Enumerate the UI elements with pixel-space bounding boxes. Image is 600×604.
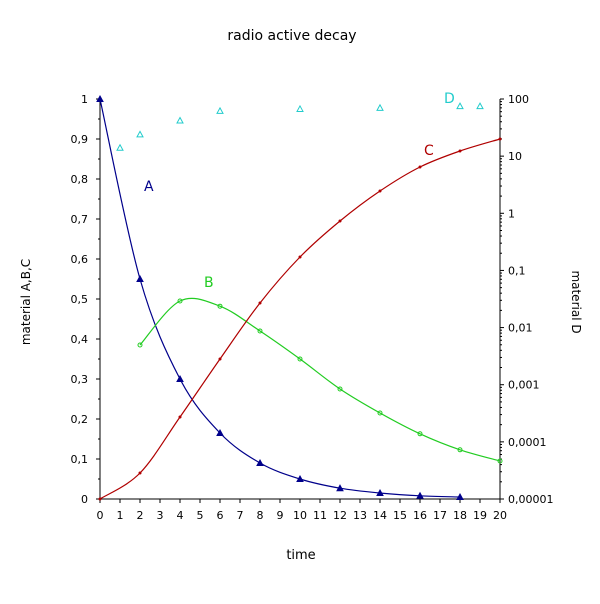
series-b-point bbox=[297, 356, 303, 362]
x-tick-label: 7 bbox=[237, 509, 244, 522]
series-d-point bbox=[176, 116, 184, 124]
series-a-point bbox=[176, 374, 184, 382]
y-right-tick-label: 0,00001 bbox=[508, 493, 554, 506]
x-tick-label: 19 bbox=[473, 509, 487, 522]
series-d-point bbox=[376, 103, 384, 111]
y-left-tick-label: 0,2 bbox=[71, 413, 89, 426]
series-b-point bbox=[177, 298, 183, 304]
series-a-point bbox=[256, 458, 264, 466]
series-a-label: A bbox=[144, 179, 154, 195]
x-tick-label: 4 bbox=[177, 509, 184, 522]
series-curves bbox=[99, 98, 501, 500]
series-b-point bbox=[217, 303, 223, 309]
y-right-tick-label: 0,001 bbox=[508, 379, 540, 392]
series-d-label: D bbox=[444, 91, 455, 107]
series-c-line bbox=[99, 138, 501, 500]
series-c-point bbox=[98, 497, 102, 501]
series-c-point bbox=[258, 301, 262, 305]
x-tick-label: 9 bbox=[277, 509, 284, 522]
x-tick-label: 1 bbox=[117, 509, 124, 522]
series-a-point bbox=[376, 488, 384, 496]
x-tick-label: 13 bbox=[353, 509, 367, 522]
series-c-point bbox=[218, 357, 222, 361]
series-c-label: C bbox=[424, 143, 434, 159]
x-tick-label: 10 bbox=[293, 509, 307, 522]
series-b-point bbox=[497, 458, 503, 464]
series-c-point bbox=[338, 219, 342, 223]
series-c-point bbox=[298, 255, 302, 259]
y-right-tick-label: 0,01 bbox=[508, 322, 533, 335]
y-left-tick-label: 0,6 bbox=[71, 253, 89, 266]
series-d-point bbox=[116, 143, 124, 151]
y-left-tick-label: 0,4 bbox=[71, 333, 89, 346]
series-a-point bbox=[216, 428, 224, 436]
y-left-tick-label: 0 bbox=[81, 493, 88, 506]
x-tick-label: 20 bbox=[493, 509, 507, 522]
chart-title: radio active decay bbox=[227, 28, 356, 44]
series-a-point bbox=[296, 474, 304, 482]
y-left-tick-label: 0,9 bbox=[71, 133, 89, 146]
y-axis-left-label: material A,B,C bbox=[19, 259, 33, 345]
series-a-point bbox=[96, 94, 104, 102]
x-tick-label: 16 bbox=[413, 509, 427, 522]
x-tick-label: 6 bbox=[217, 509, 224, 522]
series-d-point bbox=[216, 106, 224, 114]
y-right-tick-label: 1 bbox=[508, 207, 515, 220]
x-tick-label: 18 bbox=[453, 509, 467, 522]
x-tick-label: 15 bbox=[393, 509, 407, 522]
series-b-point bbox=[337, 386, 343, 392]
x-axis-label: time bbox=[286, 548, 315, 563]
series-markers bbox=[96, 94, 503, 501]
series-d-point bbox=[136, 130, 144, 138]
series-b-point bbox=[137, 342, 143, 348]
series-c-point bbox=[178, 415, 182, 419]
series-c-point bbox=[138, 471, 142, 475]
x-tick-label: 2 bbox=[137, 509, 144, 522]
x-tick-label: 0 bbox=[97, 509, 104, 522]
series-a-point bbox=[136, 274, 144, 282]
x-tick-label: 11 bbox=[313, 509, 327, 522]
y-left-tick-label: 0,1 bbox=[71, 453, 89, 466]
series-labels: A B C D bbox=[144, 91, 455, 291]
series-d-point bbox=[476, 102, 484, 110]
series-b-point bbox=[457, 447, 463, 453]
x-tick-label: 3 bbox=[157, 509, 164, 522]
axes: 0 1 2 3 4 5 6 7 8 9 10 11 12 13 14 15 16 17 18 19 2000,10,20… bbox=[71, 93, 554, 522]
series-c-point bbox=[498, 137, 502, 141]
series-b-point bbox=[257, 328, 263, 334]
series-c-point bbox=[378, 189, 382, 193]
y-axis-right-label: material D bbox=[569, 270, 583, 333]
series-d-point bbox=[456, 102, 464, 110]
series-a-point bbox=[416, 491, 424, 499]
x-tick-label: 12 bbox=[333, 509, 347, 522]
y-right-tick-label: 10 bbox=[508, 150, 522, 163]
x-tick-label: 5 bbox=[197, 509, 204, 522]
series-d-point bbox=[296, 104, 304, 112]
y-left-tick-label: 0,3 bbox=[71, 373, 89, 386]
x-tick-label: 8 bbox=[257, 509, 264, 522]
y-left-tick-label: 0,8 bbox=[71, 173, 89, 186]
y-right-tick-label: 0,1 bbox=[508, 264, 526, 277]
y-left-tick-label: 1 bbox=[81, 93, 88, 106]
y-right-tick-label: 100 bbox=[508, 93, 529, 106]
x-tick-label: 17 bbox=[433, 509, 447, 522]
series-a-line bbox=[99, 98, 461, 498]
series-b-point bbox=[377, 410, 383, 416]
y-left-tick-label: 0,5 bbox=[71, 293, 89, 306]
y-right-tick-label: 0,0001 bbox=[508, 436, 547, 449]
series-b-line bbox=[139, 297, 501, 462]
x-tick-label: 14 bbox=[373, 509, 387, 522]
series-b-label: B bbox=[204, 275, 214, 291]
series-a-point bbox=[336, 484, 344, 492]
series-c-point bbox=[418, 165, 422, 169]
series-b-point bbox=[417, 431, 423, 437]
series-c-point bbox=[458, 149, 462, 153]
series-a-point bbox=[456, 492, 464, 500]
y-left-tick-label: 0,7 bbox=[71, 213, 89, 226]
